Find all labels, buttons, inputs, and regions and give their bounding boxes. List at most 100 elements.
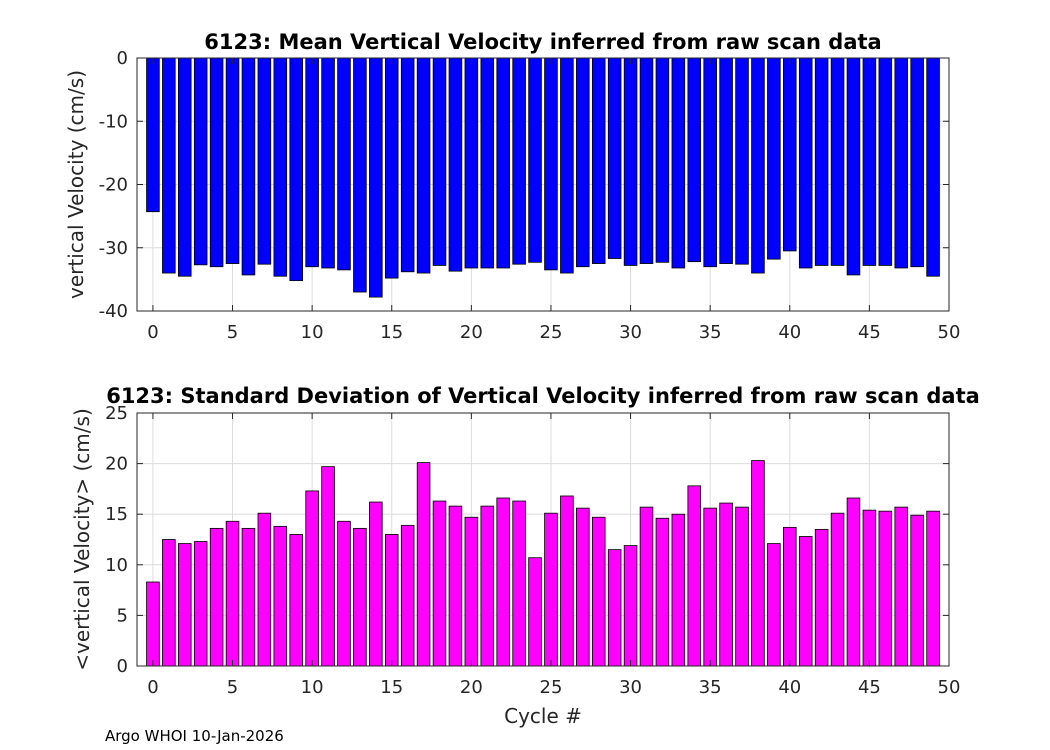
mean-chart-title: 6123: Mean Vertical Velocity inferred fr… bbox=[204, 30, 881, 54]
std-bar-cycle-32 bbox=[655, 517, 670, 667]
std-bar-cycle-14 bbox=[369, 501, 383, 667]
std-x-tick-label: 10 bbox=[301, 677, 324, 698]
std-bar-cycle-37 bbox=[735, 506, 749, 667]
std-x-tick-label: 40 bbox=[778, 677, 801, 698]
std-y-tick-label: 20 bbox=[105, 454, 128, 475]
std-bar-cycle-9 bbox=[289, 534, 303, 667]
std-bar-cycle-13 bbox=[353, 527, 367, 667]
footer-credit: Argo WHOI 10-Jan-2026 bbox=[105, 727, 284, 745]
mean-bar-cycle-34 bbox=[687, 57, 702, 263]
std-x-tick-label: 35 bbox=[699, 677, 722, 698]
mean-bar-cycle-22 bbox=[496, 57, 510, 269]
std-bar-cycle-8 bbox=[273, 525, 288, 667]
std-bar-cycle-40 bbox=[783, 526, 797, 667]
std-bar-cycle-31 bbox=[639, 506, 654, 667]
mean-y-tick-label: 0 bbox=[117, 48, 128, 69]
mean-x-tick-label: 45 bbox=[858, 322, 881, 343]
mean-bar-cycle-3 bbox=[193, 57, 208, 266]
mean-bar-cycle-48 bbox=[910, 57, 924, 268]
std-bar-cycle-38 bbox=[751, 460, 765, 667]
std-bar-cycle-35 bbox=[703, 507, 717, 667]
std-bar-cycle-12 bbox=[337, 520, 351, 667]
mean-x-tick-label: 0 bbox=[147, 322, 158, 343]
mean-bar-cycle-17 bbox=[416, 57, 431, 274]
mean-y-tick-label: -30 bbox=[99, 238, 128, 259]
mean-y-tick-label: -10 bbox=[99, 111, 128, 132]
std-bar-cycle-21 bbox=[480, 505, 495, 667]
std-bar-cycle-23 bbox=[512, 500, 526, 667]
std-bar-cycle-18 bbox=[432, 500, 447, 667]
x-axis-label: Cycle # bbox=[504, 704, 582, 728]
mean-bar-cycle-39 bbox=[767, 57, 781, 260]
std-x-tick-label: 20 bbox=[460, 677, 483, 698]
mean-ticks: 0 5 10 15 20 25 30 35 40 45 50 0 -10 -20 -30 -40 bbox=[99, 48, 961, 343]
mean-bar-cycle-32 bbox=[655, 57, 670, 263]
std-bar-cycle-17 bbox=[416, 462, 431, 667]
std-bar-cycle-41 bbox=[798, 536, 813, 667]
std-bar-cycle-20 bbox=[464, 516, 479, 667]
std-bar-cycle-30 bbox=[623, 545, 638, 667]
std-bar-cycle-2 bbox=[177, 543, 192, 667]
mean-bar-cycle-28 bbox=[591, 57, 606, 264]
mean-x-tick-label: 5 bbox=[227, 322, 238, 343]
mean-bar-cycle-14 bbox=[369, 57, 383, 298]
std-x-tick-label: 25 bbox=[540, 677, 563, 698]
mean-bar-cycle-8 bbox=[273, 57, 288, 277]
std-bar-cycle-34 bbox=[687, 485, 702, 667]
std-bar-cycle-4 bbox=[209, 527, 224, 667]
mean-bar-cycle-16 bbox=[400, 57, 415, 273]
std-velocity-panel: 0 5 10 15 20 25 30 35 40 45 50 0 5 10 15 20 25 <vertical… bbox=[70, 384, 980, 728]
std-ticks: 0 5 10 15 20 25 30 35 40 45 50 0 5 10 15 20 25 bbox=[105, 403, 960, 698]
mean-x-tick-label: 10 bbox=[301, 322, 324, 343]
mean-bar-cycle-1 bbox=[162, 57, 176, 274]
mean-bar-cycle-37 bbox=[735, 57, 749, 265]
std-bar-cycle-0 bbox=[146, 581, 160, 667]
mean-bar-cycle-11 bbox=[321, 57, 335, 269]
mean-bar-cycle-44 bbox=[846, 57, 861, 276]
std-y-axis-label: <vertical Velocity> (cm/s) bbox=[70, 408, 94, 671]
std-y-tick-label: 25 bbox=[105, 403, 128, 424]
mean-x-tick-label: 15 bbox=[380, 322, 403, 343]
mean-bar-cycle-4 bbox=[209, 57, 224, 268]
std-y-tick-label: 5 bbox=[117, 605, 128, 626]
mean-x-tick-label: 35 bbox=[699, 322, 722, 343]
mean-bar-cycle-0 bbox=[146, 57, 160, 213]
std-chart-title: 6123: Standard Deviation of Vertical Vel… bbox=[106, 384, 980, 408]
std-x-tick-label: 50 bbox=[938, 677, 961, 698]
mean-bar-cycle-23 bbox=[512, 57, 526, 265]
mean-bar-cycle-38 bbox=[751, 57, 765, 274]
mean-bar-cycle-10 bbox=[305, 57, 319, 268]
mean-x-tick-label: 20 bbox=[460, 322, 483, 343]
std-y-tick-label: 15 bbox=[105, 504, 128, 525]
mean-bar-cycle-15 bbox=[384, 57, 399, 279]
std-bar-cycle-22 bbox=[496, 497, 510, 667]
std-bar-cycle-16 bbox=[400, 524, 415, 667]
mean-bar-cycle-20 bbox=[464, 57, 479, 269]
std-bar-cycle-33 bbox=[671, 513, 686, 667]
std-x-tick-label: 45 bbox=[858, 677, 881, 698]
std-bar-cycle-44 bbox=[846, 497, 861, 667]
std-plot-area bbox=[137, 413, 949, 666]
std-bar-cycle-15 bbox=[384, 534, 399, 667]
std-bar-cycle-11 bbox=[321, 466, 335, 667]
mean-bar-cycle-30 bbox=[623, 57, 638, 266]
mean-bar-cycle-7 bbox=[257, 57, 272, 265]
mean-y-tick-label: -20 bbox=[99, 175, 128, 196]
mean-bar-cycle-33 bbox=[671, 57, 686, 269]
mean-bar-cycle-26 bbox=[560, 57, 574, 274]
mean-bar-cycle-25 bbox=[544, 57, 558, 271]
mean-bar-cycle-46 bbox=[878, 57, 893, 266]
mean-x-tick-label: 30 bbox=[619, 322, 642, 343]
mean-bar-cycle-21 bbox=[480, 57, 495, 269]
std-bar-cycle-5 bbox=[225, 520, 240, 667]
std-bar-cycle-49 bbox=[926, 510, 940, 667]
mean-bar-cycle-43 bbox=[830, 57, 845, 266]
mean-bar-cycle-2 bbox=[177, 57, 192, 277]
std-bar-cycle-19 bbox=[448, 505, 463, 667]
mean-bar-cycle-35 bbox=[703, 57, 717, 268]
mean-bar-cycle-19 bbox=[448, 57, 463, 272]
std-bar-cycle-28 bbox=[591, 516, 606, 667]
mean-bar-cycle-9 bbox=[289, 57, 303, 282]
std-bar-cycle-1 bbox=[162, 539, 176, 667]
